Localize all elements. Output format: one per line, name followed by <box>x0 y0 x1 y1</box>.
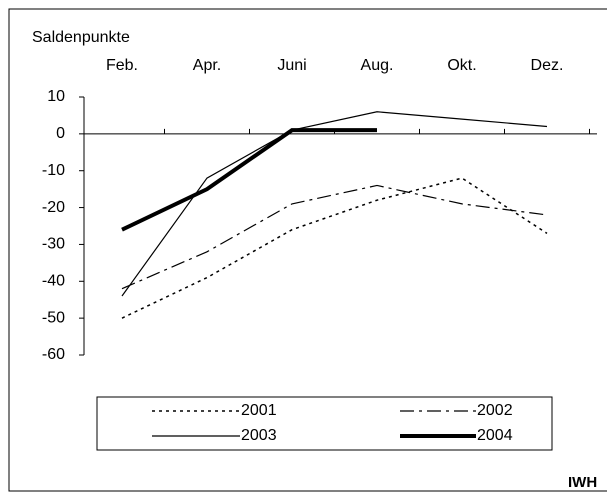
x-tick-label: Okt. <box>447 57 476 74</box>
series-line <box>121 128 377 232</box>
series-line <box>121 177 548 319</box>
legend-label: 2001 <box>241 402 277 419</box>
y-tick-label: 10 <box>47 88 65 105</box>
y-tick-label: -30 <box>42 236 65 253</box>
x-tick-label: Dez. <box>531 57 564 74</box>
axis-title: Saldenpunkte <box>32 29 130 46</box>
frame <box>8 8 607 492</box>
y-tick-label: -60 <box>42 346 65 363</box>
y-tick-label: -10 <box>42 162 65 179</box>
legend <box>96 396 553 451</box>
y-tick-label: -40 <box>42 273 65 290</box>
legend-label: 2004 <box>477 427 513 444</box>
x-tick-label: Feb. <box>106 57 138 74</box>
y-tick-label: -50 <box>42 309 65 326</box>
x-tick-label: Aug. <box>361 57 394 74</box>
legend-label: 2003 <box>241 427 277 444</box>
x-tick-label: Apr. <box>193 57 221 74</box>
series-line <box>121 184 548 290</box>
x-tick-label: Juni <box>277 57 306 74</box>
y-tick-label: 0 <box>56 125 65 142</box>
legend-label: 2002 <box>477 402 513 419</box>
y-tick-label: -20 <box>42 199 65 216</box>
series-line <box>121 111 548 297</box>
source: IWH <box>568 474 597 491</box>
